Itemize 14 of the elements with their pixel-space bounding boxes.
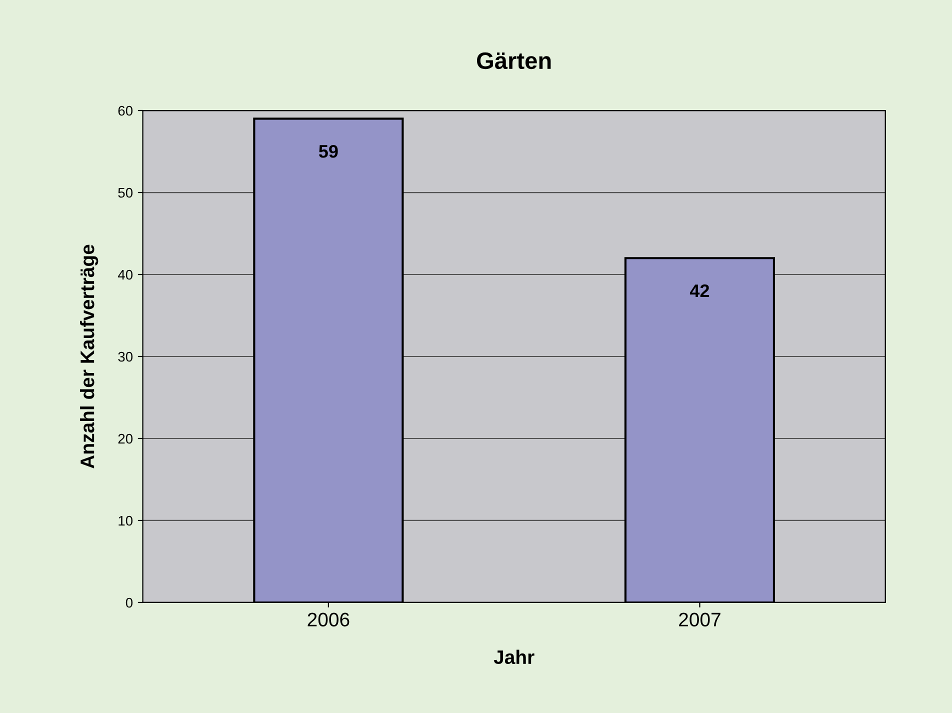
y-tick-label: 0 bbox=[126, 598, 133, 608]
y-tick-label: 40 bbox=[118, 270, 133, 280]
x-axis-title: Jahr bbox=[494, 650, 534, 664]
data-label: 42 bbox=[690, 284, 710, 297]
y-tick-label: 30 bbox=[118, 352, 133, 362]
x-tick-label: 2007 bbox=[679, 612, 720, 626]
y-tick-label: 10 bbox=[118, 516, 133, 526]
data-label: 59 bbox=[318, 144, 338, 158]
x-tick-label: 2006 bbox=[308, 612, 350, 626]
y-axis-title: Anzahl der Kaufverträge bbox=[80, 244, 98, 468]
chart-title: Gärten bbox=[477, 52, 551, 70]
y-tick-label: 20 bbox=[118, 434, 133, 444]
y-tick-label: 50 bbox=[118, 188, 133, 198]
y-tick-label: 60 bbox=[118, 106, 133, 116]
